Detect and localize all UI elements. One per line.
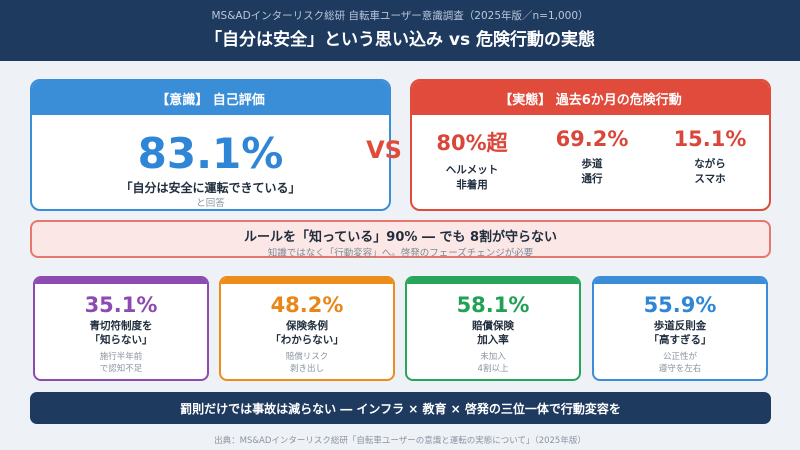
card-accent-bar	[594, 278, 766, 284]
stat-label-line1: ヘルメット	[445, 164, 499, 176]
stat-label-line2: 非着用	[456, 179, 488, 191]
stat-label: 歩道 通行	[532, 157, 652, 187]
stat-label-line2: スマホ	[694, 173, 726, 185]
stat-label: ヘルメット 非着用	[412, 163, 532, 193]
stat-smartphone: 15.1% ながら スマホ	[650, 127, 769, 187]
vs-label: VS	[366, 136, 402, 164]
stat-label: ながら スマホ	[650, 157, 769, 187]
actual-behavior-card: 【実態】 過去6か月の危険行動 80%超 ヘルメット 非着用 69.2% 歩道 …	[410, 79, 771, 211]
actual-behavior-heading: 【実態】 過去6か月の危険行動	[412, 81, 769, 115]
card-note-line1: 未加入	[480, 352, 506, 362]
card-label: 保険条例 「わからない」	[221, 319, 393, 347]
key-message-banner: ルールを「知っている」90% ― でも 8割が守らない 知識ではなく「行動変容」…	[30, 220, 771, 259]
card-label-line1: 賠償保険	[472, 320, 514, 332]
card-label: 歩道反則金 「高すぎる」	[594, 319, 766, 347]
stat-value: 15.1%	[673, 127, 747, 151]
card-note-line1: 施行半年前	[99, 352, 143, 362]
card-label-line1: 青切符制度を	[89, 320, 153, 332]
source-citation: 出典：MS&ADインターリスク総研「自転車ユーザーの意識と運転の実態について」（…	[214, 436, 586, 446]
survey-subtitle: MS&ADインターリスク総研 自転車ユーザー意識調査（2025年版／n=1,00…	[211, 10, 589, 22]
card-label-line2: 「高すぎる」	[648, 334, 712, 346]
stat-label-line1: ながら	[694, 158, 726, 170]
card-note: 公正性が 遵守を左右	[594, 351, 766, 375]
stat-value: 69.2%	[555, 127, 629, 151]
card-note: 賠償リスク 剥き出し	[221, 351, 393, 375]
conclusion-bar: 罰則だけでは事故は減らない ― インフラ × 教育 × 啓発の三位一体で行動変容…	[30, 392, 771, 424]
card-accent-bar	[35, 278, 207, 284]
card-blue-ticket: 35.1% 青切符制度を 「知らない」 施行半年前 で認知不足	[33, 276, 209, 381]
card-value: 55.9%	[643, 293, 717, 317]
card-value: 58.1%	[456, 293, 530, 317]
card-label-line2: 「わからない」	[270, 334, 344, 346]
self-evaluation-value: 83.1%	[137, 129, 284, 178]
card-note-line1: 賠償リスク	[285, 352, 329, 362]
self-evaluation-card: 【意識】 自己評価 83.1% 「自分は安全に運転できている」 と回答	[30, 79, 391, 211]
card-note: 未加入 4割以上	[407, 351, 579, 375]
card-value: 35.1%	[84, 293, 158, 317]
card-label-line1: 保険条例	[286, 320, 328, 332]
card-insurance-ordinance: 48.2% 保険条例 「わからない」 賠償リスク 剥き出し	[219, 276, 395, 381]
card-note-line2: で認知不足	[99, 364, 143, 374]
banner-sub: 知識ではなく「行動変容」へ。啓発のフェーズチェンジが必要	[267, 248, 534, 259]
card-note-line2: 遵守を左右	[658, 364, 702, 374]
card-liability-insurance: 58.1% 賠償保険 加入率 未加入 4割以上	[405, 276, 581, 381]
stat-helmet: 80%超 ヘルメット 非着用	[412, 127, 532, 193]
card-label-line1: 歩道反則金	[653, 320, 707, 332]
card-label: 青切符制度を 「知らない」	[35, 319, 207, 347]
card-note-line2: 剥き出し	[289, 364, 324, 374]
banner-main: ルールを「知っている」90% ― でも 8割が守らない	[243, 230, 558, 245]
card-label: 賠償保険 加入率	[407, 319, 579, 347]
card-sidewalk-fine: 55.9% 歩道反則金 「高すぎる」 公正性が 遵守を左右	[592, 276, 768, 381]
card-accent-bar	[407, 278, 579, 284]
card-label-line2: 「知らない」	[89, 334, 153, 346]
stat-label-line2: 通行	[581, 173, 603, 185]
page-title: 「自分は安全」という思い込み vs 危険行動の実態	[204, 30, 596, 50]
card-label-line2: 加入率	[477, 334, 509, 346]
card-note: 施行半年前 で認知不足	[35, 351, 207, 375]
page-header: MS&ADインターリスク総研 自転車ユーザー意識調査（2025年版／n=1,00…	[0, 0, 800, 61]
stat-label-line1: 歩道	[581, 158, 603, 170]
card-note-line2: 4割以上	[477, 364, 509, 374]
card-accent-bar	[221, 278, 393, 284]
stat-value: 80%超	[436, 131, 508, 155]
card-note-line1: 公正性が	[662, 352, 697, 362]
card-value: 48.2%	[270, 293, 344, 317]
self-evaluation-note: と回答	[196, 198, 225, 209]
self-evaluation-label: 「自分は安全に運転できている」	[120, 181, 301, 195]
self-evaluation-heading: 【意識】 自己評価	[32, 81, 389, 115]
stat-sidewalk: 69.2% 歩道 通行	[532, 127, 652, 187]
